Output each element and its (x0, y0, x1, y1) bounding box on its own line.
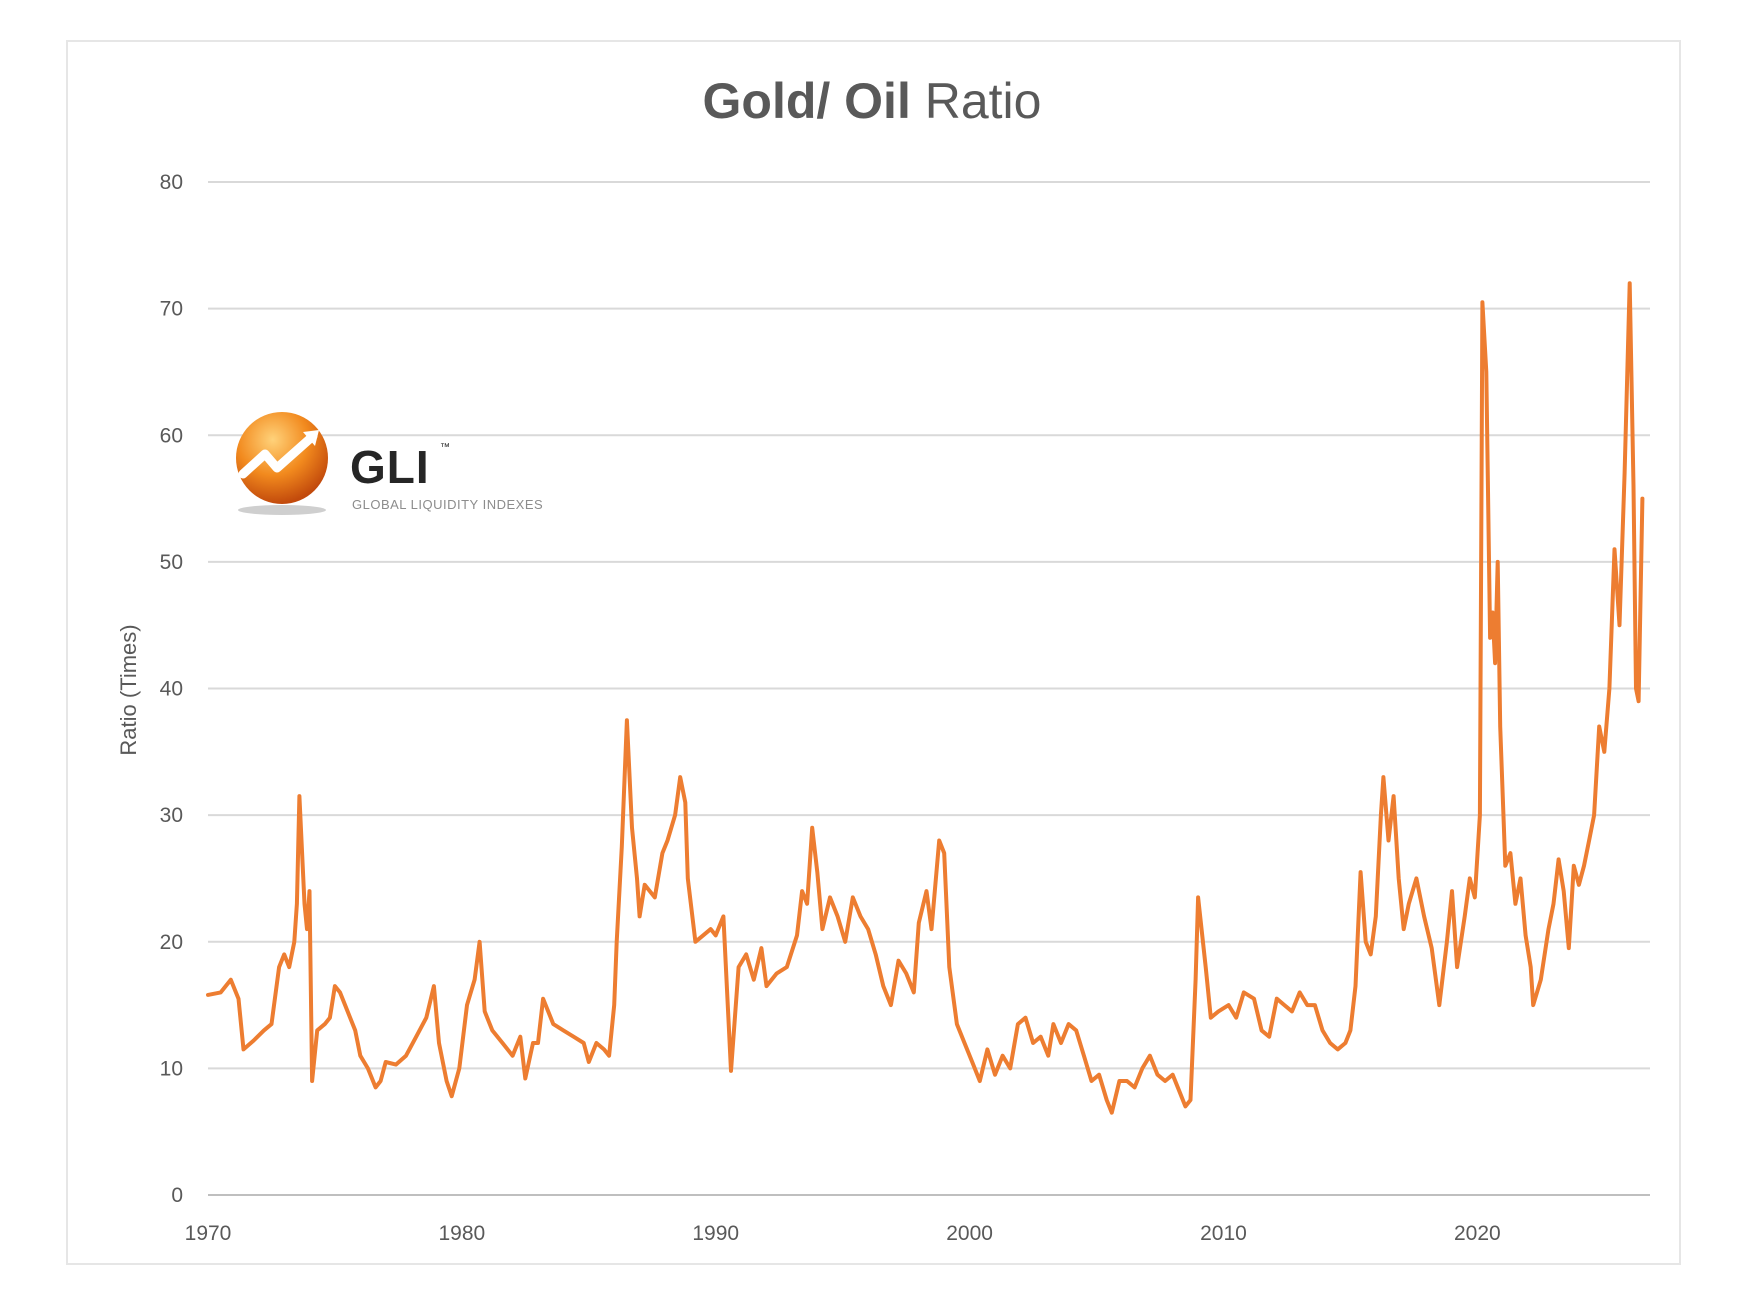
chart-title: Gold/ Oil Ratio (0, 72, 1744, 130)
gli-logo-trademark-mark: ™ (440, 442, 450, 453)
y-tick-label: 20 (160, 931, 183, 954)
y-tick-label: 70 (160, 298, 183, 321)
y-axis-tick-labels: 0 10 20 30 40 50 60 70 80 (160, 171, 183, 1207)
gli-logo-tagline: GLOBAL LIQUIDITY INDEXES (352, 497, 544, 512)
x-tick-label: 1980 (439, 1222, 486, 1245)
y-tick-label: 10 (160, 1057, 183, 1080)
y-tick-label: 60 (160, 424, 183, 447)
x-tick-label: 1990 (692, 1222, 739, 1245)
y-tick-label: 30 (160, 804, 183, 827)
x-tick-label: 2020 (1454, 1222, 1501, 1245)
y-tick-label: 0 (171, 1184, 183, 1207)
chart-title-bold: Gold/ Oil (702, 73, 911, 129)
gridlines (208, 181, 1650, 1070)
gli-logo: GLI ™ GLOBAL LIQUIDITY INDEXES (225, 410, 625, 520)
series-line-gold-oil-ratio (206, 281, 1645, 1115)
gli-logo-wordmark: GLI (350, 441, 430, 493)
x-tick-label: 2010 (1200, 1222, 1247, 1245)
x-tick-label: 2000 (946, 1222, 993, 1245)
gli-logo-icon (236, 412, 328, 515)
x-axis-tick-labels: 1970 1980 1990 2000 2010 2020 (185, 1222, 1501, 1245)
y-axis-label: Ratio (Times) (116, 624, 141, 755)
y-tick-label: 80 (160, 171, 183, 194)
chart-frame (66, 40, 1681, 1265)
y-tick-label: 50 (160, 551, 183, 574)
chart-title-rest: Ratio (910, 73, 1042, 129)
x-tick-label: 1970 (185, 1222, 232, 1245)
y-tick-label: 40 (160, 678, 183, 701)
